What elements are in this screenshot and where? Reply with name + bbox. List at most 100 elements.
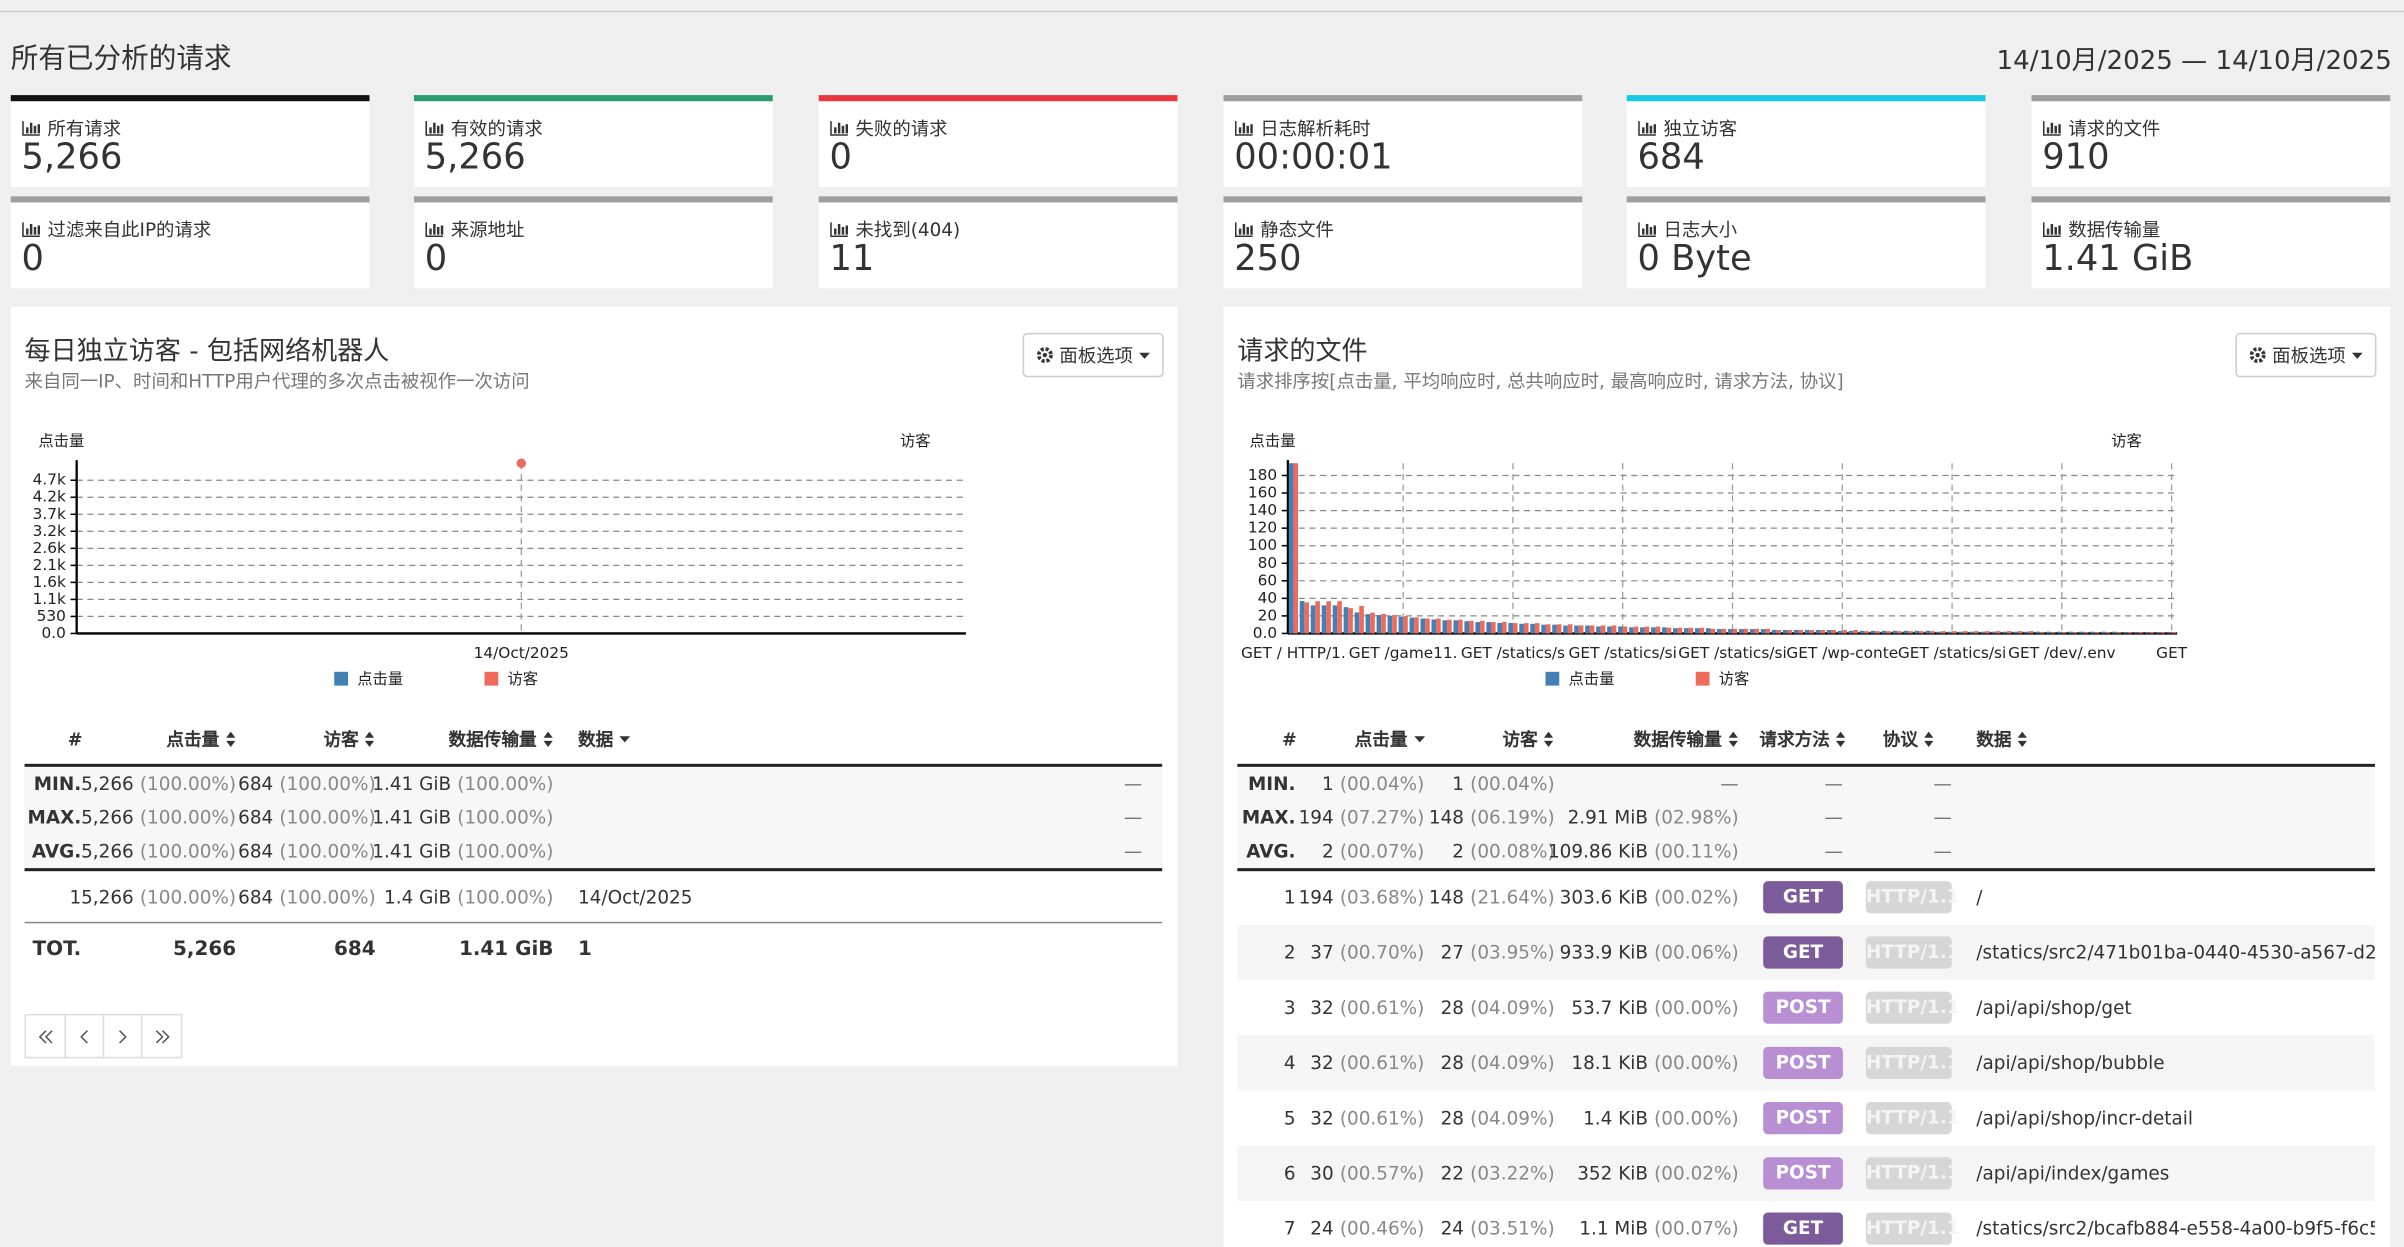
table-cell: 18.1 KiB (00.00%) <box>1571 1052 1738 1073</box>
bar <box>1771 629 1777 634</box>
bar <box>1820 630 1825 634</box>
legend-swatch <box>1545 671 1560 686</box>
last-page-button[interactable] <box>141 1013 183 1059</box>
row-data: /statics/src2/471b01ba-0440-4530-a567-d2… <box>1976 941 2375 964</box>
cell-value: 194 <box>1298 806 1334 829</box>
y-tick-label: 4.2k <box>33 488 66 506</box>
cell-percent: (100.00%) <box>279 886 376 909</box>
column-header[interactable]: 数据 <box>1976 727 2028 752</box>
prev-page-button[interactable] <box>64 1013 105 1059</box>
cell-value: 32 <box>1310 1107 1334 1129</box>
cell-percent: (00.04%) <box>1339 773 1425 795</box>
y-tick-label: 2.6k <box>33 539 66 557</box>
column-header[interactable]: 请求方法 <box>1759 727 1846 752</box>
bar <box>1497 622 1502 634</box>
panel-options-button[interactable]: 面板选项 <box>1022 332 1164 378</box>
bar <box>2039 632 2045 634</box>
cell-value: 352 KiB <box>1577 1162 1648 1185</box>
bar <box>1666 627 1672 634</box>
cell-value: 194 <box>1298 886 1334 909</box>
bar <box>2083 632 2089 634</box>
column-header[interactable]: 访客 <box>324 727 376 752</box>
bar <box>2068 631 2073 634</box>
bar <box>1512 623 1518 634</box>
cell-value: 5,266 <box>81 886 134 909</box>
bar <box>1326 601 1331 634</box>
bar <box>1952 631 1957 634</box>
bar <box>2090 631 2095 634</box>
first-page-button[interactable] <box>24 1013 66 1059</box>
icon <box>2249 347 2266 364</box>
table-cell: — <box>1123 773 1143 795</box>
column-header[interactable]: 点击量 <box>1355 727 1425 752</box>
cell-value: 22 <box>1440 1162 1465 1185</box>
bar <box>1716 629 1722 634</box>
cell-value: 5,266 <box>81 773 134 795</box>
card-label-row: 来源地址 <box>425 216 524 242</box>
bar <box>1760 629 1766 634</box>
table-cell: 303.6 KiB (00.02%) <box>1560 887 1739 908</box>
y-tick-label: 160 <box>1248 484 1277 502</box>
table-cell: 1.4 KiB (00.00%) <box>1583 1107 1739 1128</box>
method-badge: GET <box>1763 881 1843 914</box>
cell-percent: (100.00%) <box>279 806 376 829</box>
icon <box>1924 731 1934 747</box>
bar <box>1490 621 1496 634</box>
column-header[interactable]: 协议 <box>1883 727 1935 752</box>
bar <box>1683 628 1689 634</box>
cell-value: 684 <box>238 806 274 829</box>
cell-percent: (00.00%) <box>1654 1052 1739 1074</box>
icon <box>425 121 444 136</box>
bar <box>1304 602 1309 634</box>
bar <box>1914 630 1920 634</box>
bar <box>1754 628 1760 634</box>
cell-value: 933.9 KiB <box>1559 941 1648 964</box>
card-value: 0 <box>424 239 448 280</box>
button-label: 面板选项 <box>1059 345 1134 367</box>
card-value: 684 <box>1637 138 1705 178</box>
bar <box>1870 630 1876 634</box>
bar <box>1458 619 1463 634</box>
summary-shade <box>24 766 1163 869</box>
panel-options-button[interactable]: 面板选项 <box>2235 332 2377 378</box>
bar <box>1337 601 1342 634</box>
cell-value: 18.1 KiB <box>1571 1052 1648 1074</box>
cell-value: 1.41 GiB <box>372 840 452 862</box>
column-header[interactable]: 点击量 <box>166 727 236 752</box>
bar <box>1332 605 1338 634</box>
cell-percent: (03.95%) <box>1470 941 1555 964</box>
x-tick-label: GET / HTTP/1. <box>1241 644 1346 662</box>
bar <box>1409 617 1415 634</box>
column-header[interactable]: 数据传输量 <box>448 727 553 752</box>
cell-value: 1.41 GiB <box>372 773 452 795</box>
table-cell: 1 (00.04%) <box>1322 773 1424 794</box>
bar <box>2061 632 2067 634</box>
bar <box>1969 631 1975 634</box>
next-page-button[interactable] <box>102 1013 143 1059</box>
bar <box>2046 631 2051 634</box>
card-value: 250 <box>1234 239 1302 280</box>
bar <box>1354 612 1360 634</box>
column-header[interactable]: 访客 <box>1503 727 1555 752</box>
cell-percent: (100.00%) <box>139 806 237 829</box>
table-cell: 27 (03.95%) <box>1441 942 1555 963</box>
column-header[interactable]: 数据传输量 <box>1634 727 1739 752</box>
table-cell: 32 (00.61%) <box>1310 1052 1424 1073</box>
icon <box>425 222 444 237</box>
card-value: 00:00:01 <box>1234 138 1393 178</box>
column-header[interactable]: 数据 <box>578 727 631 752</box>
cell-percent: (00.11%) <box>1654 840 1739 862</box>
header-label: 数据 <box>1976 728 2012 751</box>
stat-card: 请求的文件 910 <box>2031 95 2391 188</box>
date-range: 14/10月/2025 — 14/10月/2025 <box>1996 46 2392 77</box>
table-cell: 2.91 MiB (02.98%) <box>1568 807 1739 828</box>
card-label: 有效的请求 <box>450 118 543 140</box>
bar <box>1677 627 1683 634</box>
x-tick-label: GET /game11. <box>1349 644 1458 662</box>
bar <box>2024 631 2029 634</box>
bar <box>1392 615 1397 634</box>
stat-card: 数据传输量 1.41 GiB <box>2031 196 2391 289</box>
table-cell: 148 (21.64%) <box>1429 887 1555 908</box>
bar <box>1732 628 1738 634</box>
y-tick-label: 2.1k <box>33 556 66 574</box>
